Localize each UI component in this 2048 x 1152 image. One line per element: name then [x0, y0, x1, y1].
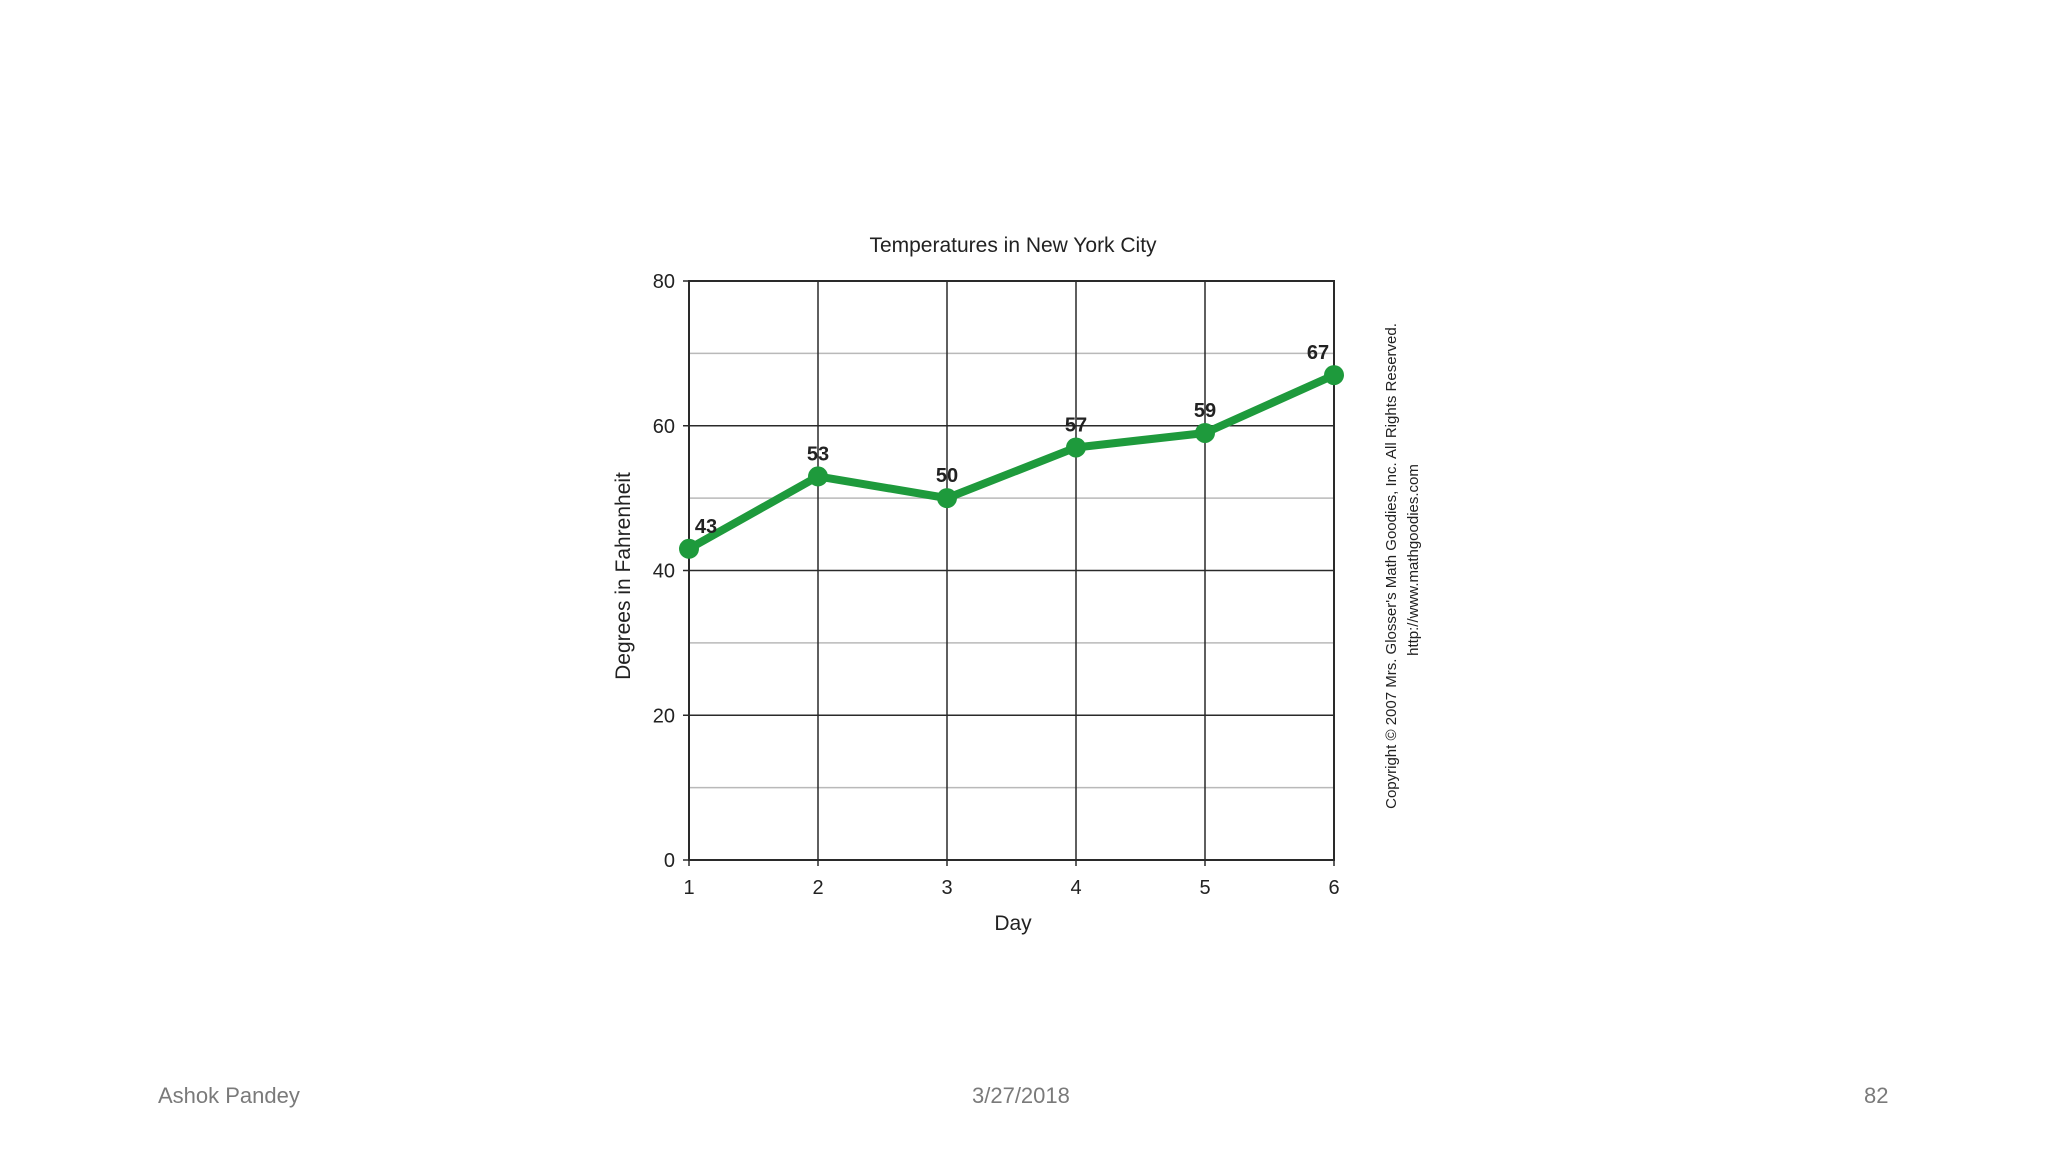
- x-tick-labels: 1 2 3 4 5 6: [683, 877, 1339, 899]
- y-tick-label: 0: [664, 850, 675, 872]
- y-tick-label: 20: [653, 705, 675, 727]
- axes: [688, 280, 1335, 861]
- copyright-url: http://www.mathgoodies.com: [1405, 464, 1422, 656]
- plot-frame: [688, 280, 1335, 861]
- footer-page-number: 82: [1864, 1083, 1889, 1108]
- data-label: 57: [1065, 414, 1087, 436]
- x-tick-label: 1: [683, 877, 694, 899]
- data-point: [1324, 365, 1344, 386]
- data-point: [808, 466, 828, 487]
- x-tick-label: 4: [1070, 877, 1081, 899]
- x-tick-label: 5: [1199, 877, 1210, 899]
- data-point: [1195, 422, 1215, 443]
- x-tick-label: 3: [941, 877, 952, 899]
- footer-date: 3/27/2018: [972, 1083, 1070, 1108]
- y-axis-label: Degrees in Fahrenheit: [612, 472, 635, 680]
- data-label: 67: [1307, 342, 1329, 364]
- footer-author: Ashok Pandey: [158, 1083, 300, 1108]
- data-point: [1066, 437, 1086, 458]
- x-axis-label: Day: [994, 912, 1032, 935]
- y-tick-labels: 0 20 40 60 80: [653, 271, 675, 872]
- x-tick-label: 2: [812, 877, 823, 899]
- minor-gridlines: [689, 352, 1334, 789]
- data-label: 53: [807, 443, 829, 465]
- data-point: [679, 538, 699, 559]
- y-tick-label: 80: [653, 271, 675, 293]
- x-tick-label: 6: [1328, 877, 1339, 899]
- data-labels: 43 53 50 57 59 67: [695, 342, 1329, 538]
- data-label: 59: [1194, 400, 1216, 422]
- data-label: 50: [936, 465, 958, 487]
- data-point: [937, 488, 957, 509]
- chart-title: Temperatures in New York City: [869, 234, 1157, 257]
- copyright-notice: Copyright © 2007 Mrs. Glosser's Math Goo…: [1383, 323, 1400, 809]
- series-line: [685, 371, 1338, 553]
- y-tick-label: 60: [653, 416, 675, 438]
- data-label: 43: [695, 516, 717, 538]
- major-gridlines: [683, 280, 1335, 866]
- series-group: [679, 365, 1344, 559]
- y-tick-label: 40: [653, 561, 675, 583]
